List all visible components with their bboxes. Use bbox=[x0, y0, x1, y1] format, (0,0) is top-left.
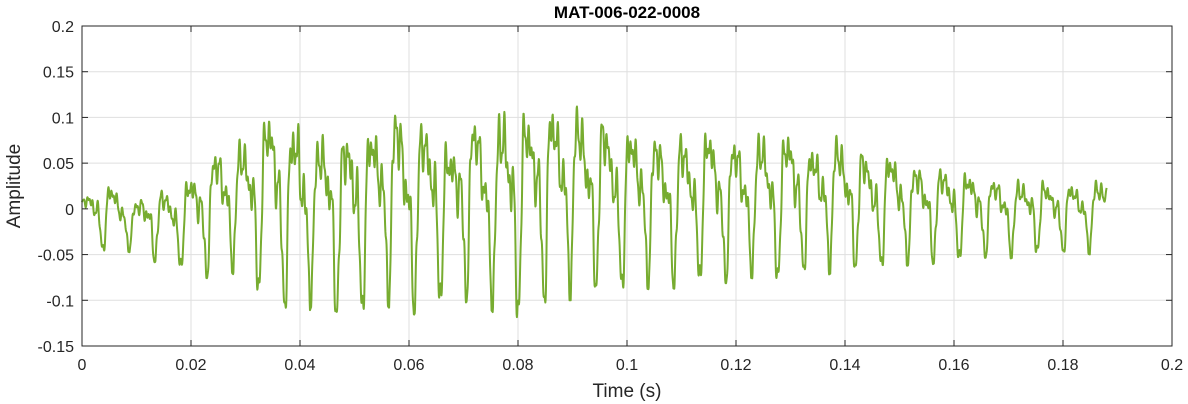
x-axis-label: Time (s) bbox=[593, 381, 662, 402]
y-tick-label: 0 bbox=[65, 202, 74, 219]
series-line bbox=[81, 105, 1108, 319]
x-tick-label: 0.1 bbox=[616, 357, 638, 374]
y-tick-label: -0.1 bbox=[46, 293, 74, 310]
y-tick-label: 0.2 bbox=[52, 19, 74, 36]
x-tick-label: 0.12 bbox=[720, 357, 751, 374]
y-tick-label: 0.15 bbox=[43, 65, 74, 82]
y-tick-label: 0.1 bbox=[52, 110, 74, 127]
x-tick-label: 0.04 bbox=[284, 357, 315, 374]
x-tick-label: 0 bbox=[78, 357, 87, 374]
x-tick-label: 0.02 bbox=[175, 357, 206, 374]
y-tick-label: -0.05 bbox=[38, 248, 75, 265]
grid-lines bbox=[81, 25, 1173, 347]
y-axis-ticks: -0.15 -0.1 -0.05 0 0.05 0.1 0.15 0.2 bbox=[38, 19, 1172, 356]
x-tick-label: 0.18 bbox=[1047, 357, 1078, 374]
x-axis-ticks: 0 0.02 0.04 0.06 0.08 0.1 0.12 0.14 0.16 0.18 0.2 bbox=[78, 26, 1183, 374]
y-axis-label: Amplitude bbox=[4, 144, 25, 229]
chart-title: MAT-006-022-0008 bbox=[554, 3, 700, 22]
x-tick-label: 0.14 bbox=[829, 357, 860, 374]
y-tick-label: -0.15 bbox=[38, 339, 75, 356]
x-tick-label: 0.16 bbox=[938, 357, 969, 374]
x-tick-label: 0.2 bbox=[1161, 357, 1183, 374]
x-tick-label: 0.08 bbox=[502, 357, 533, 374]
y-tick-label: 0.05 bbox=[43, 156, 74, 173]
signal-trace bbox=[81, 105, 1108, 319]
x-tick-label: 0.06 bbox=[393, 357, 424, 374]
